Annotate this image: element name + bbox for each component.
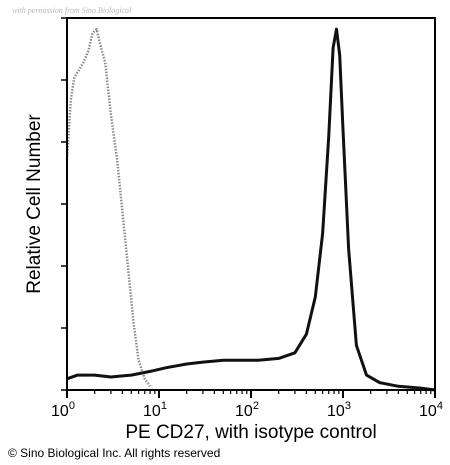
plot-curves — [65, 27, 436, 392]
x-tick-label: 104 — [419, 400, 443, 420]
x-tick-label: 102 — [235, 400, 259, 420]
series-line-1 — [65, 27, 152, 388]
x-tick-label: 101 — [143, 400, 167, 420]
y-axis-label: Relative Cell Number — [24, 114, 45, 294]
x-axis-ticks: 100 101 102 103 104 — [51, 390, 443, 420]
x-axis-label: PE CD27, with isotype control — [125, 422, 376, 443]
series-line-2 — [66, 27, 436, 392]
y-axis-ticks — [61, 17, 67, 391]
watermark-text: with permission from Sino Biological — [12, 6, 132, 15]
x-tick-label: 100 — [51, 400, 75, 420]
copyright-notice: © Sino Biological Inc. All rights reserv… — [8, 446, 221, 460]
x-tick-label: 103 — [327, 400, 351, 420]
